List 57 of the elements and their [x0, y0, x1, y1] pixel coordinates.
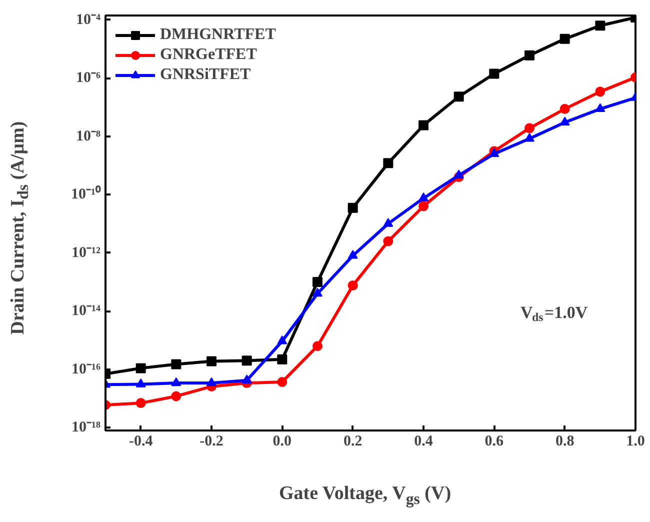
point: [171, 391, 182, 402]
y-tick-label: 10⁻¹⁰: [71, 184, 102, 203]
y-tick-label: 10⁻⁶: [76, 70, 102, 86]
point: [418, 201, 428, 212]
x-tick-label: 0.0: [272, 434, 292, 450]
x-axis-title: Gate Voltage, V$_{gs}$ (V): [278, 482, 452, 510]
legend-label: DMHGNRTFET: [160, 26, 276, 44]
point: [171, 377, 182, 386]
point: [242, 356, 252, 366]
x-tick-label: 0.6: [484, 434, 504, 450]
legend-label: GNRGeTFET: [160, 46, 257, 64]
point: [242, 374, 252, 384]
point: [454, 92, 464, 102]
point: [312, 341, 322, 352]
point: [136, 363, 146, 374]
point: [560, 104, 570, 114]
y-tick-label: 10⁻¹⁴: [72, 303, 102, 320]
point: [454, 170, 464, 178]
y-tick-label: 10⁻⁴: [76, 12, 102, 28]
point: [418, 192, 428, 202]
point: [595, 103, 606, 112]
x-tick-label: 0.8: [555, 434, 574, 450]
point: [206, 356, 216, 366]
x-tick-label: -0.2: [200, 434, 224, 450]
point: [560, 116, 570, 126]
point: [277, 335, 288, 344]
point: [312, 288, 322, 297]
point: [348, 280, 358, 290]
point: [206, 377, 216, 386]
point: [277, 354, 288, 364]
point: [595, 86, 606, 97]
point: [524, 50, 534, 60]
point: [136, 398, 146, 408]
y-tick-label: 10⁻⁸: [76, 128, 102, 144]
point: [171, 359, 182, 370]
point: [383, 158, 394, 168]
point: [348, 202, 358, 213]
point: [524, 123, 534, 134]
point: [524, 132, 534, 142]
x-tick-label: -0.4: [128, 434, 154, 450]
point: [383, 236, 394, 246]
point: [348, 250, 358, 259]
point: [277, 376, 288, 387]
y-tick-label: 10⁻¹²: [72, 244, 102, 261]
point: [418, 120, 428, 130]
point: [136, 378, 146, 388]
y-tick-label: 10⁻¹⁶: [72, 361, 102, 378]
point: [312, 276, 322, 287]
point: [383, 218, 394, 227]
y-tick-label: 10⁻¹⁸: [72, 420, 102, 436]
x-tick-label: 0.2: [343, 434, 362, 450]
x-tick-label: 1.0: [626, 434, 645, 450]
point: [595, 20, 606, 31]
legend-label: GNRSiTFET: [160, 66, 251, 84]
point: [489, 68, 500, 79]
point: [560, 34, 570, 44]
x-tick-label: 0.4: [414, 434, 434, 450]
